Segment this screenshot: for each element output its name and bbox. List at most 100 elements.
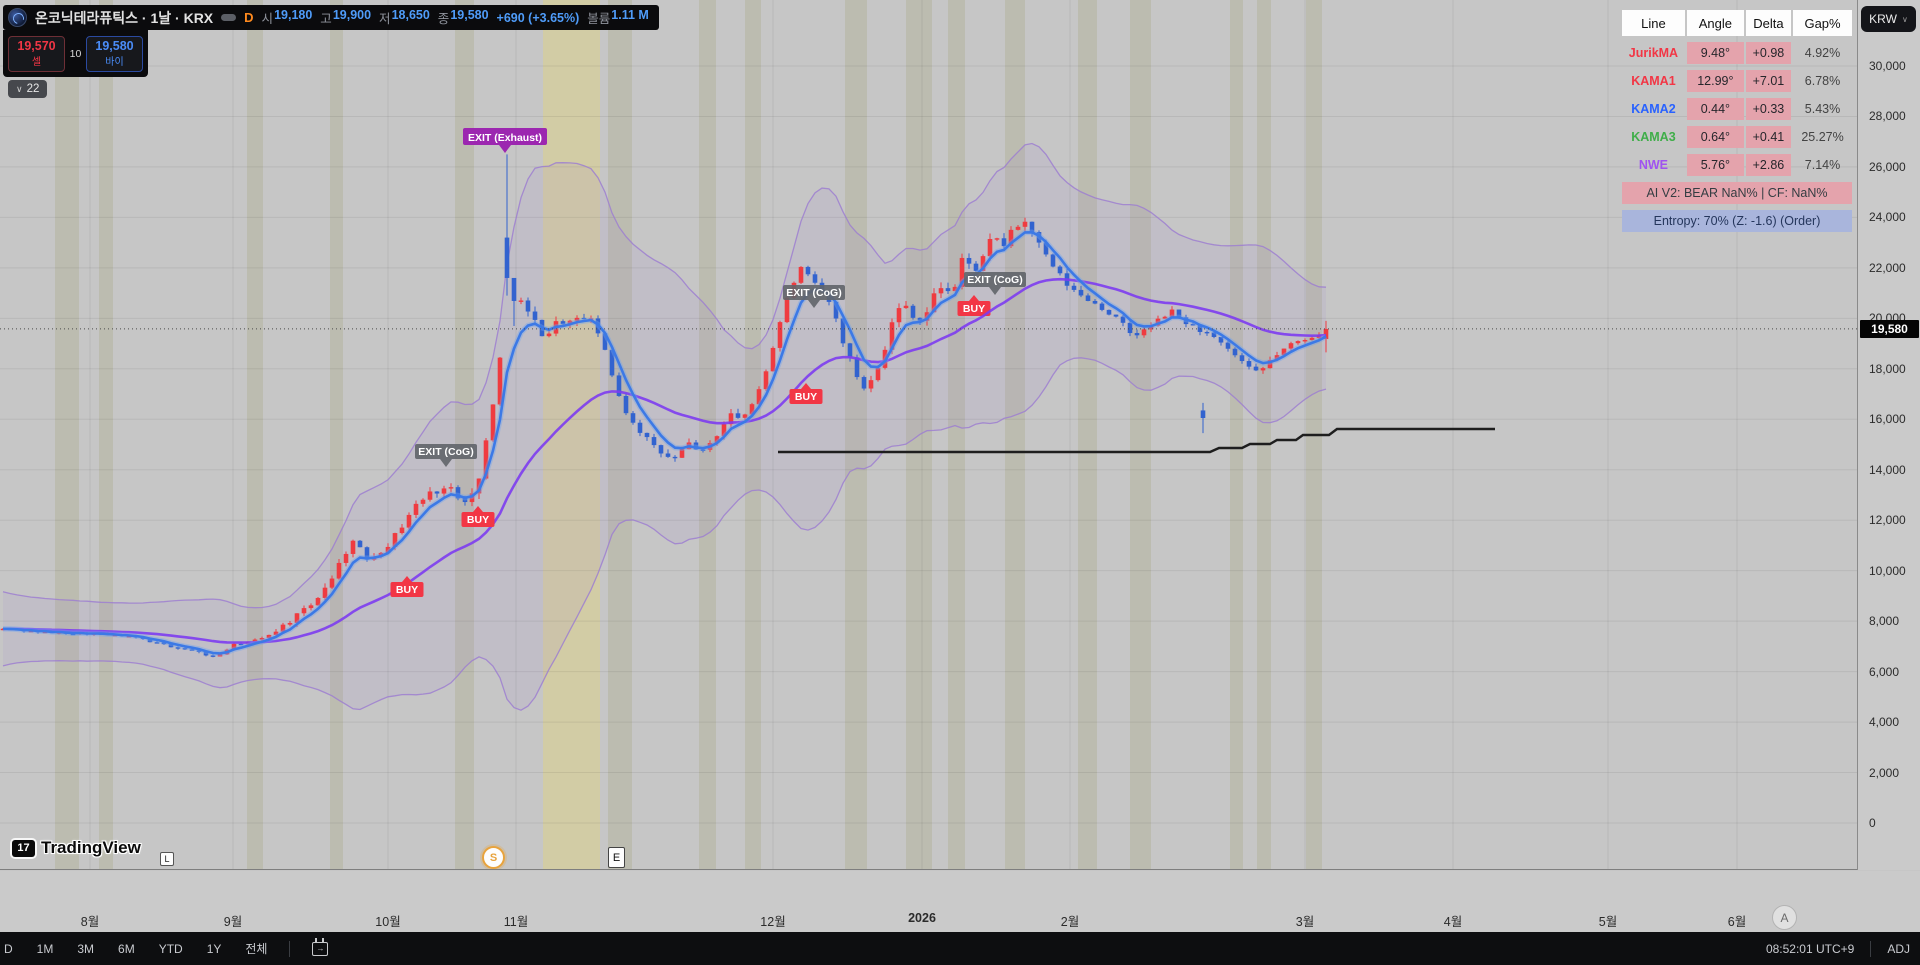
candle-body xyxy=(749,404,755,415)
auto-scale-button[interactable]: A xyxy=(1772,905,1797,930)
bars-count-badge[interactable]: ∨ 22 xyxy=(8,80,48,98)
event-e-badge[interactable]: E xyxy=(608,847,625,868)
indicator-cell: 25.27% xyxy=(1801,130,1844,144)
time-axis[interactable]: 8월 9월 10월 11월 12월 2026 2월 3월 4월 5월 6월 A xyxy=(0,871,1920,932)
candle-body xyxy=(910,305,916,318)
background-band xyxy=(330,0,343,869)
volume-label: 볼륨 xyxy=(587,12,611,26)
bottom-toolbar: D 1M 3M 6M YTD 1Y 전체 → 08:52:01 UTC+9 ADJ xyxy=(0,932,1920,965)
candle-body xyxy=(1008,229,1014,247)
indicator-cell: 5.76° xyxy=(1686,154,1744,176)
indicator-cell: 9.48° xyxy=(1686,42,1744,64)
range-1m[interactable]: 1M xyxy=(36,941,54,956)
nwe-lower-band-line xyxy=(2,357,1327,711)
background-band xyxy=(699,0,716,869)
buy-2-label: BUY xyxy=(467,514,489,526)
session-s-badge[interactable]: S xyxy=(482,846,505,869)
sell-button[interactable]: 19,570 셀 xyxy=(8,35,65,72)
price-axis[interactable]: KRW ∨ 30,000 28,000 26,000 24,000 22,000 20,0… xyxy=(1857,0,1920,870)
range-ytd[interactable]: YTD xyxy=(158,941,183,956)
exit-cog-1-marker[interactable]: EXIT (CoG) xyxy=(415,444,477,467)
indicator-status-table: Line Angle Delta Gap% JurikMA 9.48° +0.98 4.92… xyxy=(1622,10,1852,238)
price-tick-label: 8,000 xyxy=(1869,614,1900,629)
buy-1-marker[interactable]: BUY xyxy=(390,576,424,597)
candle-body xyxy=(462,498,468,503)
candle-body xyxy=(1120,316,1126,323)
candle-body xyxy=(259,638,265,640)
candle-body xyxy=(322,587,328,598)
time-tick-label: 5월 xyxy=(1598,915,1618,929)
entropy-status: Entropy: 70% (Z: -1.6) (Order) xyxy=(1622,210,1852,232)
candle-body xyxy=(1043,242,1049,255)
candle-body xyxy=(1176,309,1182,318)
candle-body xyxy=(679,449,685,458)
candle-body xyxy=(1267,360,1273,369)
go-to-date-icon[interactable]: → xyxy=(312,937,329,956)
background-band xyxy=(1005,0,1025,869)
adj-toggle[interactable]: ADJ xyxy=(1887,941,1910,956)
candle-body xyxy=(441,488,447,494)
column-header-line: Line xyxy=(1622,10,1685,36)
candle-body xyxy=(1078,289,1084,296)
price-tick-label: 4,000 xyxy=(1869,715,1900,730)
currency-button[interactable]: KRW ∨ xyxy=(1861,6,1916,32)
candle-body xyxy=(602,333,608,350)
candle-body xyxy=(567,320,573,325)
clock[interactable]: 08:52:01 UTC+9 xyxy=(1765,941,1855,956)
price-chart[interactable]: BUY EXIT (Exhaust) EXIT (CoG) EXIT (CoG) EXI… xyxy=(0,0,1857,870)
exit-cog-3-marker[interactable]: EXIT (CoG) xyxy=(964,272,1026,295)
chart-pane[interactable]: BUY EXIT (Exhaust) EXIT (CoG) EXIT (CoG) EXI… xyxy=(0,0,1857,870)
time-tick-label: 4월 xyxy=(1443,915,1463,929)
timeframe-badge[interactable]: D xyxy=(244,10,254,25)
candle-body xyxy=(1323,328,1329,340)
candle-body xyxy=(959,257,965,287)
range-전체[interactable]: 전체 xyxy=(245,942,268,956)
exit-cog-2-marker[interactable]: EXIT (CoG) xyxy=(783,285,845,308)
price-tick-label: 16,000 xyxy=(1869,412,1906,427)
symbol-title[interactable]: 온코닉테라퓨틱스 · 1날 · KRX xyxy=(35,9,214,26)
candle-body xyxy=(756,389,762,405)
indicator-cell: 4.92% xyxy=(1804,46,1841,60)
candle-body xyxy=(1169,309,1175,317)
price-tick-label: 24,000 xyxy=(1869,210,1906,225)
candle-body xyxy=(518,300,524,302)
candle-body xyxy=(266,634,272,639)
buy-3-marker[interactable]: BUY xyxy=(789,383,823,404)
order-quantity[interactable]: 10 xyxy=(69,47,82,60)
bars-count: 22 xyxy=(26,83,40,95)
candle-body xyxy=(763,371,769,390)
candle-body xyxy=(336,562,342,579)
exit-cog-2-label: EXIT (CoG) xyxy=(786,287,841,299)
candle-body xyxy=(1022,221,1028,227)
symbol-logo-icon[interactable] xyxy=(8,8,27,27)
background-band xyxy=(1078,0,1097,869)
candle-body xyxy=(175,647,181,649)
toolbar-divider xyxy=(289,940,291,957)
range-d[interactable]: D xyxy=(4,941,13,956)
buy-2-marker[interactable]: BUY xyxy=(461,506,495,527)
candle-body xyxy=(658,445,664,454)
range-1y[interactable]: 1Y xyxy=(206,941,222,956)
collapse-pill-icon[interactable] xyxy=(221,14,237,21)
buy-4-marker[interactable]: BUY xyxy=(957,295,991,316)
time-tick-label: 2월 xyxy=(1060,915,1080,929)
candle-body xyxy=(399,527,405,534)
range-3m[interactable]: 3M xyxy=(77,941,95,956)
tradingview-logo[interactable]: 17 TradingView xyxy=(12,838,141,858)
candle-body xyxy=(637,422,643,433)
buy-button[interactable]: 19,580 바이 xyxy=(86,35,143,72)
candle-body xyxy=(70,633,76,636)
candle-body xyxy=(1071,285,1077,290)
indicator-cell: 0.64° xyxy=(1686,126,1744,148)
indicator-cell: 0.44° xyxy=(1686,98,1744,120)
candle-body xyxy=(798,266,804,283)
exit-exhaust-marker[interactable]: EXIT (Exhaust) xyxy=(463,128,547,153)
background-band xyxy=(1257,0,1271,869)
price-tick-label: 30,000 xyxy=(1869,59,1906,73)
range-6m[interactable]: 6M xyxy=(118,941,135,956)
candle-body xyxy=(917,317,923,321)
time-tick-label: 10월 xyxy=(375,915,401,929)
label-l-badge[interactable]: L xyxy=(160,852,174,866)
